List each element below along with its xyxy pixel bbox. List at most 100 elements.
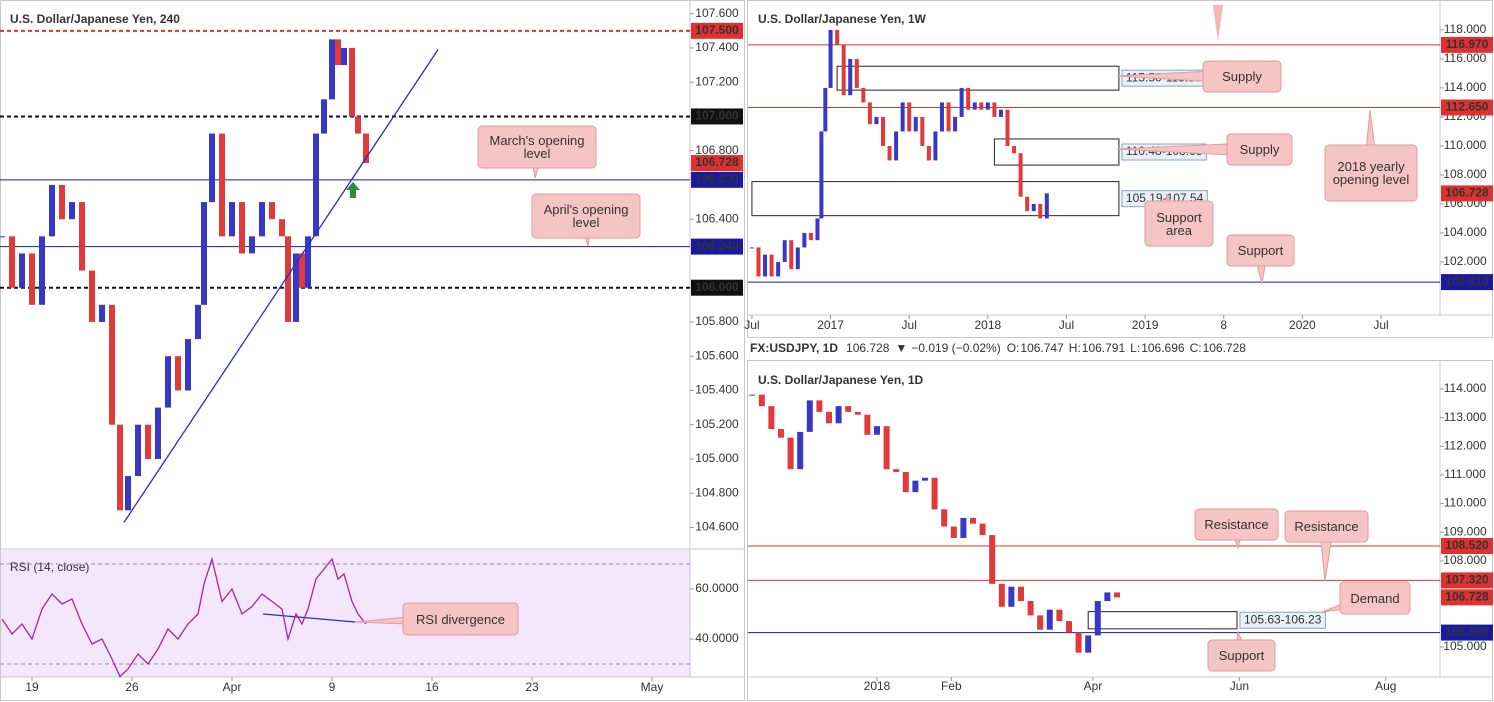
x-tick-label: Jul: [902, 318, 917, 332]
rsi-background: [0, 550, 690, 677]
x-tick-label: Jul: [1059, 318, 1074, 332]
candle-body: [931, 477, 938, 510]
candle-body: [845, 406, 852, 412]
candle-body: [907, 102, 912, 132]
y-tick-label: 105.000: [695, 451, 739, 465]
candle-body: [363, 133, 369, 164]
header: FX:USDJPY, 1D 106.728 ▼ −0.019 (−0.02%) O: 10…: [750, 341, 1246, 355]
candle-body: [175, 356, 181, 391]
trendline: [123, 49, 439, 523]
candle-body: [848, 58, 853, 96]
candle-body: [1027, 601, 1034, 616]
candle-body: [1046, 609, 1053, 630]
candle-body: [259, 202, 265, 237]
candle-body: [873, 426, 880, 435]
candle-body: [874, 116, 879, 125]
candle-body: [880, 116, 885, 146]
candle-body: [835, 29, 840, 45]
y-tick-label: 104.600: [695, 520, 739, 534]
candle-body: [1104, 592, 1111, 602]
header-text: 106.728: [846, 341, 890, 355]
candle-body: [819, 131, 824, 219]
candle-body: [1018, 153, 1023, 197]
x-tick-label: Aug: [1375, 679, 1396, 693]
candle-body: [201, 202, 207, 305]
level-price-box: [1441, 589, 1493, 606]
callout-text: Demand: [1350, 590, 1400, 606]
x-tick-label: 2020: [1289, 318, 1316, 332]
candle-body: [305, 236, 311, 288]
candle-body: [39, 236, 45, 305]
candle-body: [763, 254, 768, 277]
candle-body: [769, 254, 774, 277]
candle-body: [960, 517, 967, 538]
callout: Resistance: [1204, 517, 1269, 532]
zone: [993, 138, 1120, 166]
candle-body: [933, 131, 938, 161]
candle-body: [797, 431, 804, 470]
zone-label: 105.63-106.23: [1244, 612, 1322, 626]
callout-text: March's opening level: [489, 133, 585, 161]
y-tick-label: 104.000: [1443, 225, 1487, 239]
zone: [1087, 611, 1238, 630]
candle-body: [155, 407, 161, 459]
callout: Supply: [1222, 69, 1262, 84]
candle-body: [883, 426, 890, 470]
weekly-frame: [747, 0, 1493, 338]
candle-body: [959, 87, 964, 117]
callout: April's opening level: [543, 202, 629, 230]
level-price-label: 108.520: [1445, 538, 1489, 552]
header-text: 106.728: [1203, 341, 1247, 355]
candle-body: [992, 102, 997, 117]
candle-body: [979, 523, 986, 536]
chart-title: U.S. Dollar/Japanese Yen, 1W: [758, 12, 927, 26]
candle-body: [815, 218, 820, 241]
candle-body: [893, 469, 900, 473]
candle-body: [953, 116, 958, 132]
candle-body: [861, 87, 866, 103]
callout: Support: [1238, 244, 1284, 257]
left-frame: [0, 0, 745, 701]
candle-body: [828, 29, 833, 88]
y-tick-label: 60.0000: [695, 581, 739, 595]
callout-text: Resistance: [1204, 517, 1269, 532]
candle-body: [185, 339, 191, 391]
callout-text: April's opening level: [543, 202, 629, 230]
y-tick-label: 108.000: [1443, 553, 1487, 567]
header-text: L:: [1130, 341, 1140, 355]
callout-text: Supply: [1222, 69, 1262, 84]
y-tick-label: 109.000: [1443, 524, 1487, 538]
candle-body: [49, 184, 55, 237]
level-price-box: [691, 238, 743, 255]
candle-body: [195, 304, 201, 340]
candle-body: [795, 247, 800, 270]
candle-body: [249, 236, 255, 254]
candle-body: [985, 102, 990, 110]
header-text: 106.791: [1082, 341, 1126, 355]
candle-body: [293, 253, 299, 322]
header-text: O:: [1007, 341, 1020, 355]
candle-body: [966, 87, 971, 110]
candle-body: [998, 109, 1003, 117]
candle-body: [776, 261, 781, 277]
candle-body: [867, 102, 872, 125]
candle-body: [165, 356, 171, 408]
callout-text: Resistance: [1294, 519, 1359, 534]
candle-body: [835, 406, 842, 424]
level-price-label: 112.650: [1446, 100, 1489, 114]
y-tick-label: 112.000: [1444, 438, 1487, 452]
level-price-label: 107.320: [1445, 573, 1489, 587]
x-tick-label: 16: [425, 680, 439, 694]
x-tick-label: 23: [525, 680, 539, 694]
level-price-label: 106.728: [1445, 590, 1489, 604]
y-tick-label: 114.000: [1444, 381, 1487, 395]
callout-text: Supply: [1239, 142, 1280, 157]
candle-body: [946, 102, 951, 132]
y-tick-label: 105.600: [695, 348, 739, 362]
header-text: −0.019 (−0.02%): [911, 341, 1000, 355]
level-price-label: 107.500: [695, 23, 739, 37]
candle-body: [912, 480, 919, 493]
chart-title: U.S. Dollar/Japanese Yen, 1D: [758, 373, 924, 387]
callout: Resistance: [1294, 519, 1359, 534]
